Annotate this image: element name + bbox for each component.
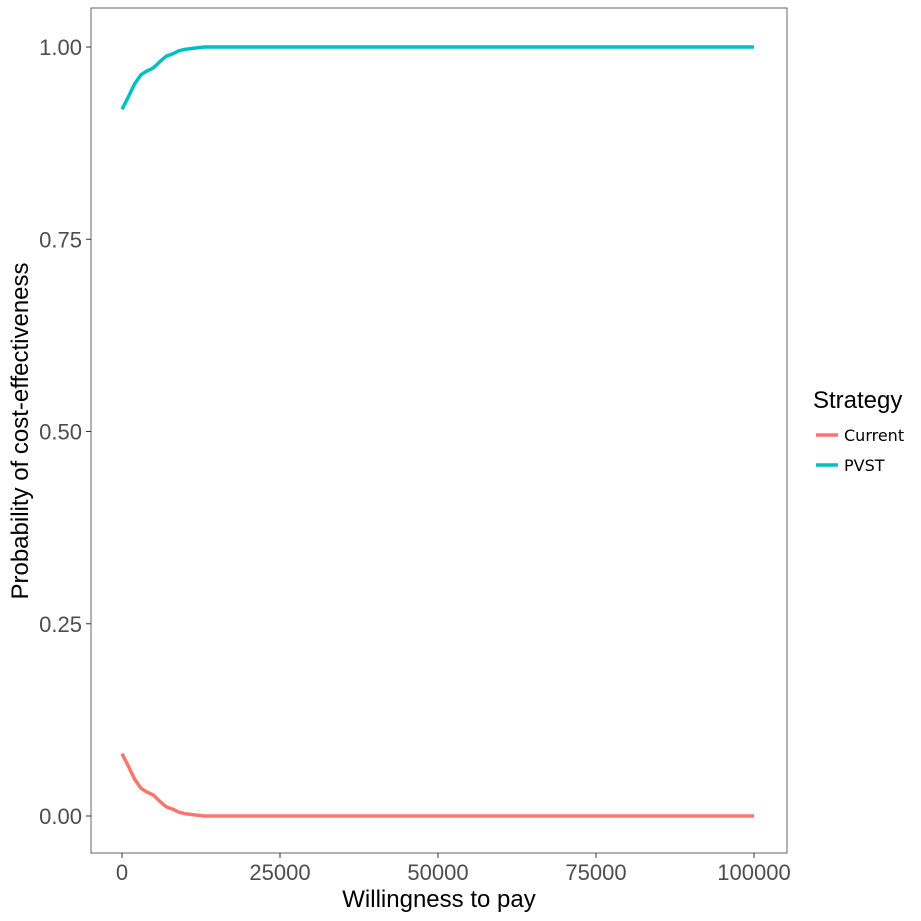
x-axis-title: Willingness to pay: [342, 886, 535, 913]
y-tick-label: 0.25: [39, 612, 82, 637]
legend-title: Strategy: [813, 387, 902, 414]
y-tick-label: 0.00: [39, 804, 82, 829]
y-tick-label: 1.00: [39, 35, 82, 60]
x-tick-label: 0: [116, 860, 128, 885]
y-tick-label: 0.75: [39, 227, 82, 252]
series-line-current: [120, 752, 754, 818]
x-tick-label: 75000: [565, 860, 626, 885]
x-tick-label: 50000: [407, 860, 468, 885]
legend-label-current: Current: [844, 426, 904, 445]
legend: Strategy Current PVST: [813, 387, 904, 475]
y-tick-label: 0.50: [39, 420, 82, 445]
y-axis-title: Probability of cost-effectiveness: [7, 262, 34, 599]
x-tick-label: 100000: [717, 860, 790, 885]
legend-label-pvst: PVST: [844, 456, 885, 475]
series-line-pvst: [120, 45, 754, 111]
x-tick-label: 25000: [249, 860, 310, 885]
plot-panel: [90, 7, 788, 854]
